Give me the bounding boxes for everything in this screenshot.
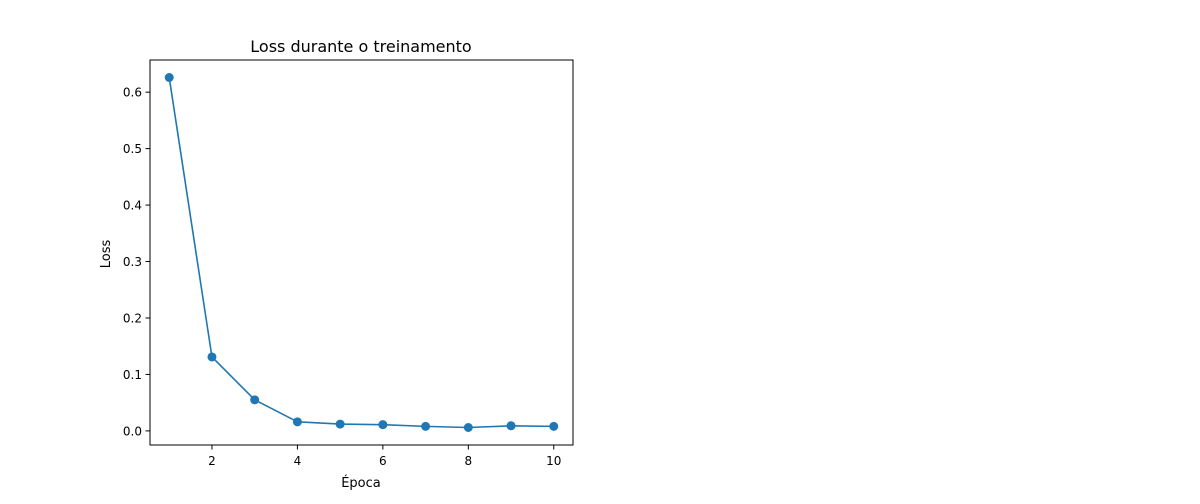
data-point-marker	[463, 423, 473, 432]
series-marker-layer	[164, 73, 559, 432]
axes-frame	[149, 59, 574, 446]
y-tick-label: 0.2	[123, 311, 142, 325]
x-axis-ticks: 2 4 6 8 10	[208, 445, 561, 468]
x-tick-label: 2	[208, 454, 216, 468]
data-point-marker	[207, 352, 217, 362]
x-tick-label: 8	[464, 454, 472, 468]
data-point-marker	[164, 73, 174, 82]
x-tick-label: 4	[294, 454, 302, 468]
y-tick-label: 0.6	[123, 86, 142, 100]
data-point-marker	[549, 421, 559, 431]
y-axis-label: Loss	[99, 240, 114, 269]
x-axis-label: Época	[341, 475, 381, 491]
plot-background	[150, 60, 573, 445]
data-point-marker	[292, 417, 302, 427]
data-point-marker	[250, 395, 260, 405]
y-axis-ticks: 0.0 0.1 0.2 0.3 0.4 0.5 0.6	[123, 86, 150, 438]
data-point-marker	[378, 420, 388, 430]
y-tick-label: 0.5	[123, 142, 142, 156]
series-line	[168, 76, 555, 429]
x-tick-label: 6	[379, 454, 387, 468]
series-line-layer	[168, 76, 555, 429]
chart-title: Loss durante o treinamento	[250, 37, 471, 56]
x-tick-label: 10	[546, 454, 561, 468]
plot-area	[150, 60, 573, 445]
y-tick-label: 0.1	[123, 368, 142, 382]
data-point-marker	[506, 421, 516, 431]
axes-spines	[149, 59, 574, 446]
y-tick-label: 0.0	[123, 424, 142, 438]
data-point-marker	[421, 421, 431, 431]
data-point-marker	[335, 419, 345, 429]
y-tick-label: 0.3	[123, 255, 142, 269]
y-tick-label: 0.4	[123, 199, 142, 213]
